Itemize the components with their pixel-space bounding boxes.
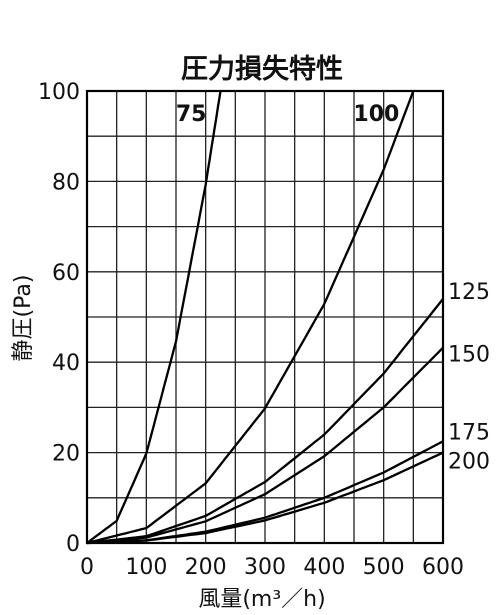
y-tick-labels: 0 20 40 60 80 100 xyxy=(38,80,80,557)
grid xyxy=(87,91,443,543)
y-tick-label: 40 xyxy=(52,351,80,376)
series-label-175: 175 xyxy=(448,420,490,445)
chart-title: 圧力損失特性 xyxy=(181,54,343,85)
y-axis-label: 静圧(Pa) xyxy=(11,275,36,362)
series-label-100: 100 xyxy=(353,102,399,127)
x-tick-labels: 0 100 200 300 400 500 600 xyxy=(80,555,464,580)
x-tick-label: 300 xyxy=(244,555,286,580)
x-tick-label: 400 xyxy=(303,555,345,580)
series-label-200: 200 xyxy=(448,450,490,475)
series-labels: 75 100 125 150 175 200 xyxy=(176,102,490,475)
y-tick-label: 100 xyxy=(38,80,80,105)
plot-frame xyxy=(85,89,445,545)
y-tick-label: 0 xyxy=(66,532,80,557)
x-tick-label: 100 xyxy=(125,555,167,580)
series-line-75 xyxy=(86,90,222,544)
y-tick-label: 20 xyxy=(52,442,80,467)
series-line-100 xyxy=(86,90,415,545)
x-tick-label: 0 xyxy=(80,555,94,580)
curves xyxy=(86,90,444,545)
series-label-75: 75 xyxy=(176,102,207,127)
x-tick-label: 500 xyxy=(363,555,405,580)
x-tick-label: 600 xyxy=(422,555,464,580)
series-line-125 xyxy=(86,298,444,545)
y-tick-label: 80 xyxy=(52,170,80,195)
series-line-200 xyxy=(86,451,444,545)
series-line-150 xyxy=(86,346,444,545)
x-axis-label: 風量(m³／h) xyxy=(198,587,325,612)
series-label-150: 150 xyxy=(448,343,490,368)
y-tick-label: 60 xyxy=(52,261,80,286)
x-tick-label: 200 xyxy=(185,555,227,580)
series-label-125: 125 xyxy=(448,280,490,305)
